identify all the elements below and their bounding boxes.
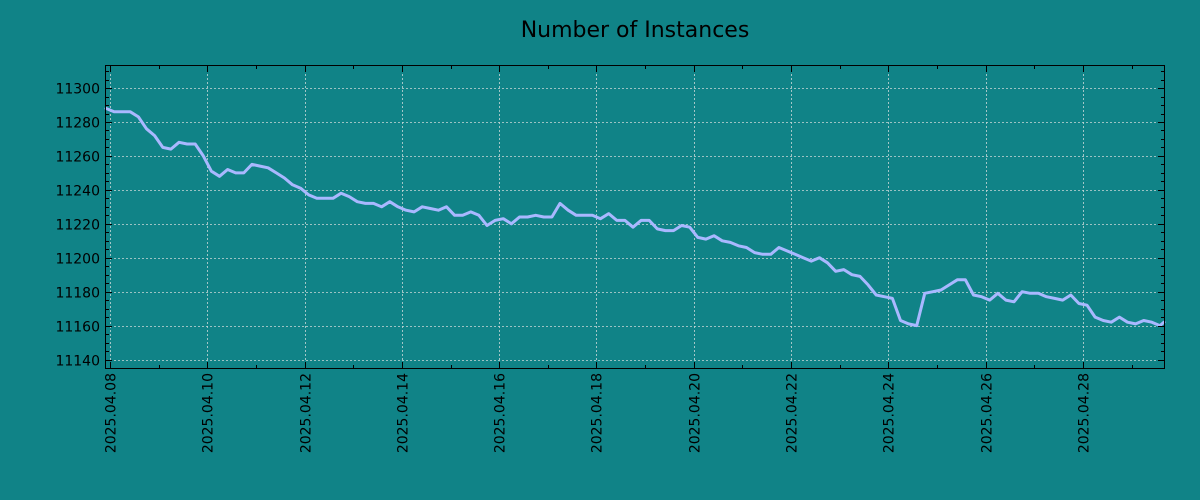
y-tick-label: 11240 [55, 184, 100, 200]
x-axis: 2025.04.08 2025.04.10 2025.04.12 2025.04.14… [104, 373, 1093, 453]
y-tick-label: 11300 [55, 82, 100, 98]
y-tick-label: 11160 [55, 320, 100, 336]
x-tick-label: 2025.04.26 [980, 373, 996, 453]
y-tick-label: 11220 [55, 218, 100, 234]
x-tick-label: 2025.04.12 [299, 373, 315, 453]
x-tick-label: 2025.04.28 [1077, 373, 1093, 453]
grid [106, 66, 1164, 368]
x-tick-label: 2025.04.22 [785, 373, 801, 453]
x-tick-label: 2025.04.08 [104, 373, 120, 453]
y-axis: 11140 11160 11180 11200 11220 11240 11260 11280… [55, 82, 100, 370]
x-tick-label: 2025.04.24 [882, 373, 898, 453]
x-tick-label: 2025.04.10 [201, 373, 217, 453]
y-tick-label: 11140 [55, 354, 100, 370]
axis-ticks [106, 66, 1164, 369]
x-tick-label: 2025.04.16 [493, 373, 509, 453]
series-line-0 [104, 106, 1166, 328]
y-tick-label: 11280 [55, 116, 100, 132]
y-tick-label: 11180 [55, 286, 100, 302]
plot-area-frame [105, 65, 1165, 369]
x-tick-label: 2025.04.14 [396, 373, 412, 453]
x-tick-label: 2025.04.18 [590, 373, 606, 453]
y-tick-label: 11260 [55, 150, 100, 166]
x-tick-label: 2025.04.20 [688, 373, 704, 453]
y-tick-label: 11200 [55, 252, 100, 268]
series-layer [104, 106, 1166, 328]
chart-title: Number of Instances [521, 18, 750, 43]
